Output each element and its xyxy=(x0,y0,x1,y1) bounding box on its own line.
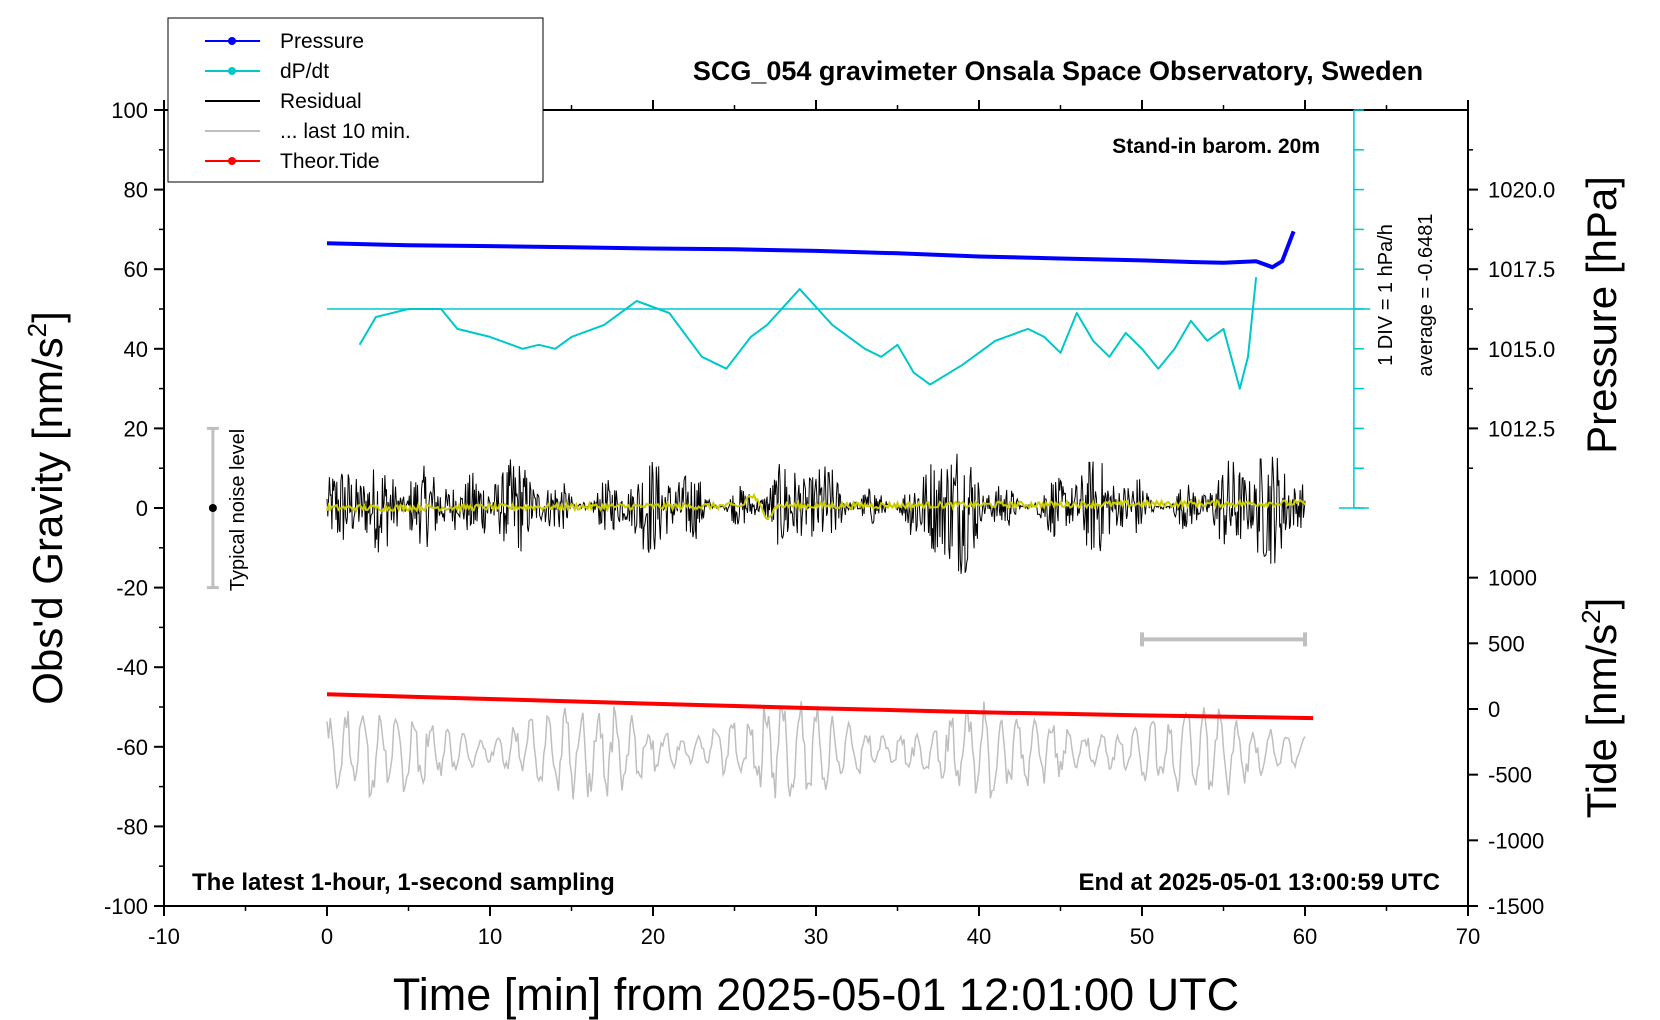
y-label-sup: 2 xyxy=(22,323,52,337)
end-note: End at 2025-05-01 13:00:59 UTC xyxy=(1079,869,1441,896)
tide-tick-label: -1500 xyxy=(1488,894,1544,919)
tide-label-main: Tide [nm/s xyxy=(1578,624,1625,819)
legend-entries: Pressure dP/dt Residual ... last 10 min. The… xyxy=(205,30,411,173)
dpdt-scale-axis xyxy=(1338,109,1369,509)
tide-tick-label: -500 xyxy=(1488,763,1532,788)
pressure-tick-label: 1017.5 xyxy=(1488,257,1555,282)
x-tick-label: 50 xyxy=(1130,924,1154,949)
div-note: 1 DIV = 1 hPa/h xyxy=(1375,224,1397,366)
tide-tick-label: -1000 xyxy=(1488,828,1544,853)
noise-bar-center-dot xyxy=(208,504,217,512)
x-tick-label: 40 xyxy=(967,924,991,949)
chart-title: SCG_054 gravimeter Onsala Space Observat… xyxy=(693,56,1423,86)
x-tick-label: 60 xyxy=(1293,924,1317,949)
x-tick-label: 0 xyxy=(321,924,333,949)
pressure-axis-label: Pressure [hPa] xyxy=(1578,176,1625,454)
legend-label: ... last 10 min. xyxy=(280,120,411,143)
legend: Pressure dP/dt Residual ... last 10 min. The… xyxy=(167,17,544,183)
y-tick-label: -100 xyxy=(104,894,148,919)
y-tick-label: 60 xyxy=(124,257,148,282)
x-tick-label: 20 xyxy=(641,924,665,949)
tide-axis-label: Tide [nm/s2] xyxy=(1576,598,1625,819)
tide-axis-ticks: 1000 500 0 -500 -1000 -1500 xyxy=(1468,566,1544,919)
average-note: average = -0.6481 xyxy=(1415,214,1437,377)
residual-smoothed-line xyxy=(326,492,1306,520)
y-tick-label: -80 xyxy=(116,814,148,839)
last-10-min-line xyxy=(326,701,1306,800)
y-tick-label: 40 xyxy=(124,337,148,362)
y-axis-ticks: -100 -80 -60 -40 -20 0 20 40 60 80 100 xyxy=(104,98,164,919)
legend-label: Theor.Tide xyxy=(280,150,380,173)
latest-note: The latest 1-hour, 1-second sampling xyxy=(192,869,615,896)
series-line-theor-tide xyxy=(326,692,1314,721)
tide-label-close: ] xyxy=(1578,598,1625,610)
series-line-dp-dt xyxy=(358,277,1258,390)
residual-line xyxy=(326,453,1306,574)
y-tick-label: 80 xyxy=(124,178,148,203)
pressure-tick-label: 1015.0 xyxy=(1488,337,1555,362)
last-10-min-series xyxy=(326,701,1306,800)
residual-smoothed-series xyxy=(326,492,1306,520)
pressure-tick-label: 1020.0 xyxy=(1488,178,1555,203)
y-tick-label: -60 xyxy=(116,735,148,760)
data-series xyxy=(326,230,1371,721)
y-tick-label: 100 xyxy=(111,98,148,123)
legend-swatch-marker xyxy=(228,67,236,75)
chart-extras xyxy=(206,426,1307,647)
y-label-close: ] xyxy=(24,311,71,323)
y-axis-label-left: Obs'd Gravity [nm/s2] xyxy=(22,311,71,705)
y-label-main: Obs'd Gravity [nm/s xyxy=(24,337,71,704)
x-tick-label: 10 xyxy=(478,924,502,949)
tide-tick-label: 500 xyxy=(1488,631,1525,656)
pressure-tick-label: 1012.5 xyxy=(1488,416,1555,441)
x-tick-label: 70 xyxy=(1456,924,1480,949)
x-tick-label: -10 xyxy=(148,924,180,949)
y-tick-label: -20 xyxy=(116,576,148,601)
y-tick-label: -40 xyxy=(116,655,148,680)
y-tick-label: 20 xyxy=(124,416,148,441)
x-tick-label: 30 xyxy=(804,924,828,949)
legend-swatch-marker xyxy=(228,157,236,165)
tide-label-sup: 2 xyxy=(1576,609,1606,623)
y-tick-label: 0 xyxy=(136,496,148,521)
legend-label: dP/dt xyxy=(280,60,329,83)
tide-tick-label: 0 xyxy=(1488,697,1500,722)
noise-note: Typical noise level xyxy=(227,429,249,591)
legend-label: Pressure xyxy=(280,30,364,53)
residual-series xyxy=(326,453,1306,574)
barom-note: Stand-in barom. 20m xyxy=(1112,135,1320,158)
pressure-axis-ticks: 1020.0 1017.5 1015.0 1012.5 xyxy=(1468,149,1555,469)
tide-tick-label: 1000 xyxy=(1488,566,1537,591)
legend-label: Residual xyxy=(280,90,362,113)
x-axis-ticks: -10 0 10 20 30 40 50 60 70 xyxy=(148,100,1480,949)
x-axis-label: Time [min] from 2025-05-01 12:01:00 UTC xyxy=(393,969,1239,1020)
legend-swatch-marker xyxy=(228,37,236,45)
series-line-pressure xyxy=(326,230,1296,270)
